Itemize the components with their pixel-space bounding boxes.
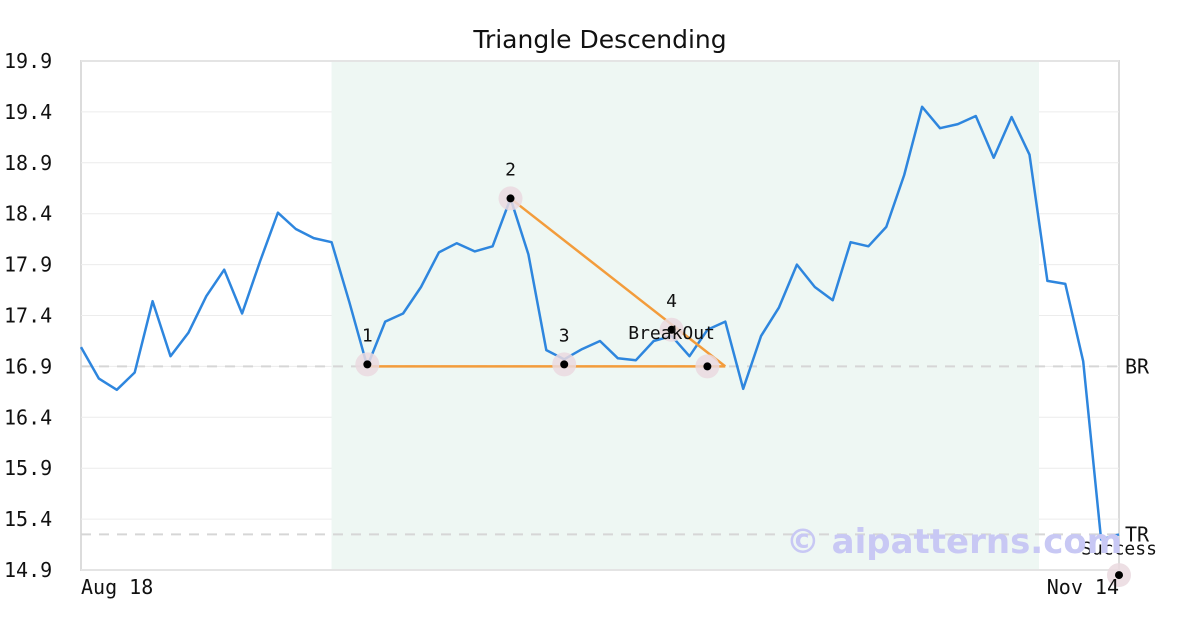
- point-label: 1: [362, 325, 373, 346]
- point-dot: [506, 194, 515, 203]
- y-tick-label: 15.4: [4, 507, 52, 531]
- point-label: 2: [505, 159, 516, 180]
- y-axis-ticks: 14.9 15.4 15.9 16.4 16.9 17.4 17.9 18.4 18.9 19.4…: [4, 49, 52, 582]
- pattern-region: [331, 62, 1039, 569]
- annotation-label: Success: [1081, 539, 1157, 560]
- pattern-shading: [331, 62, 1039, 569]
- chart-title: Triangle Descending: [472, 25, 726, 54]
- annotation-label: BreakOut: [628, 323, 715, 344]
- point-dot: [703, 362, 712, 371]
- y-tick-label: 18.9: [4, 151, 52, 175]
- pattern-lines: [367, 197, 727, 368]
- x-tick-end: Nov 14: [1047, 575, 1119, 599]
- point-label: 3: [559, 325, 570, 346]
- point-dot: [1115, 571, 1123, 580]
- y-tick-label: 16.4: [4, 405, 52, 429]
- reference-lines: BR TR: [81, 354, 1150, 546]
- point-dot: [363, 360, 372, 369]
- x-tick-start: Aug 18: [81, 575, 153, 599]
- y-tick-label: 19.9: [4, 49, 52, 73]
- y-tick-label: 18.4: [4, 202, 52, 226]
- series-line: [79, 105, 1120, 541]
- y-tick-label: 15.9: [4, 456, 52, 480]
- price-series: [79, 105, 1120, 541]
- y-tick-label: 17.4: [4, 304, 52, 328]
- point-label: 4: [666, 291, 677, 312]
- y-tick-label: 17.9: [4, 253, 52, 277]
- reference-line-label: TR: [1125, 522, 1150, 546]
- y-tick-label: 16.9: [4, 354, 52, 378]
- reference-line-label: BR: [1125, 354, 1150, 378]
- point-dot: [560, 360, 569, 369]
- watermark: © aipatterns.com: [786, 522, 1122, 562]
- y-tick-label: 19.4: [4, 100, 52, 124]
- pattern-line: [509, 197, 727, 368]
- point-dot: [667, 325, 676, 334]
- pattern-points: 1 2 3 4 BreakOut Success: [355, 159, 1157, 588]
- y-tick-label: 14.9: [4, 558, 52, 582]
